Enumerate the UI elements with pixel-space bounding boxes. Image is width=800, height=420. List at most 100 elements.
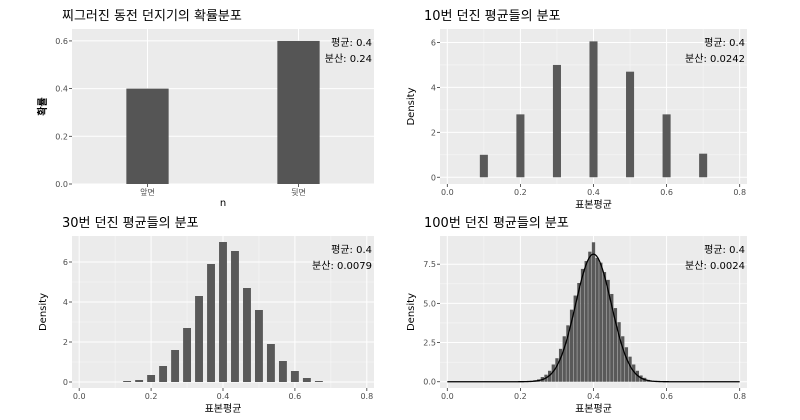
x-tick-label: 0.8 [733,188,746,197]
histogram-bar [591,242,596,382]
chart-title: 100번 던진 평균들의 분포 [424,216,569,231]
histogram-bar [584,261,588,382]
x-tick-label: 0.2 [145,392,158,401]
y-tick-label: 0.0 [423,378,436,387]
y-tick-label: 4 [431,83,436,92]
x-tick-label: 0.8 [360,392,373,401]
chart-panel-3: 30번 던진 평균들의 분포 0.0 0.2 0.4 0.6 0.8 0 2 4 6 평균: 0.4… [38,216,374,415]
histogram-bar [566,325,570,382]
chart-panel-4: 100번 던진 평균들의 분포 0.0 0.2 0.4 0.6 0.8 0.0 2.5 5.0 7… [406,216,747,415]
x-tick-label: 0.2 [514,188,527,197]
histogram-bar [621,336,625,382]
y-tick-label: 7.5 [423,260,436,269]
histogram-bar [558,348,563,382]
chart-title: 10번 던진 평균들의 분포 [424,9,561,24]
bar [277,40,320,184]
histogram-bar [569,309,574,382]
chart-panel-1: 찌그러진 동전 던지기의 확률분포 0.0 0.2 0.4 0.6 앞면 뒷면 평균: 0.4… [36,9,374,209]
histogram-bar [266,344,275,382]
histogram-bar [602,272,607,382]
stat-annotation-mean: 평균: 0.4 [704,244,745,256]
histogram-bar [552,64,561,178]
histogram-bar [699,153,708,178]
stat-annotation-variance: 분산: 0.0079 [312,260,372,272]
y-tick-label: 0 [431,173,436,182]
bar [126,88,169,184]
histogram-bar [626,71,635,178]
y-tick-label: 6 [431,38,436,47]
x-tick-label: 앞면 [140,187,155,197]
x-tick-label: 0.4 [217,392,230,401]
histogram-bar [183,328,192,382]
histogram-bar [624,347,629,382]
chart-panel-2: 10번 던진 평균들의 분포 0.0 0.2 0.4 0.6 0.8 0 2 4 6 평균: 0.4… [406,9,747,211]
y-tick-label: 2 [63,338,68,347]
x-tick-label: 0.0 [441,188,454,197]
chart-title: 30번 던진 평균들의 분포 [62,216,199,231]
y-tick-label: 2.5 [423,339,436,348]
histogram-bar [573,295,577,382]
histogram-bar [628,356,632,382]
histogram-bar [635,370,640,382]
x-axis-title: 표본평균 [205,403,242,415]
x-tick-label: 0.4 [587,188,600,197]
x-tick-label: 0.2 [514,392,527,401]
histogram-bar [219,242,227,382]
histogram-bar [254,310,263,382]
histogram-bar [159,366,168,382]
plot-background [72,29,374,184]
chart-title: 찌그러진 동전 던지기의 확률분포 [62,9,242,24]
histogram-bar [595,257,599,382]
y-tick-label: 0.0 [55,180,68,189]
y-tick-label: 0.6 [55,37,68,46]
y-tick-label: 0.4 [55,85,68,94]
histogram-bar [632,364,636,382]
x-axis-title: n [220,198,226,209]
histogram-bar [606,279,610,382]
histogram-bar [278,361,287,382]
x-tick-label: 0.0 [73,392,86,401]
histogram-bar [662,114,671,178]
y-axis-title: Density [406,87,417,125]
x-axis-title: 표본평균 [575,403,612,415]
histogram-bar [599,262,603,382]
x-tick-label: 0.6 [289,392,302,401]
stat-annotation-variance: 분산: 0.0024 [685,260,745,272]
histogram-bar [562,336,566,382]
y-tick-label: 2 [431,128,436,137]
y-tick-label: 5.0 [423,299,436,308]
histogram-bar [479,154,488,178]
density-curve [447,253,740,383]
histogram-bar [135,380,144,382]
stat-annotation-variance: 분산: 0.0242 [685,53,745,65]
histogram-bar [588,251,592,382]
histogram-bar [516,114,525,178]
x-tick-label: 0.8 [733,392,746,401]
histogram-bar [580,268,585,382]
histogram-bar [551,364,555,382]
histogram-bar [617,322,621,382]
histogram-bar [577,283,581,382]
x-axis-title: 표본평균 [575,199,612,211]
x-tick-label: 0.4 [587,392,600,401]
y-axis-title: 확률 [36,97,49,115]
histogram-bar [147,375,156,382]
x-tick-label: 0.6 [660,188,673,197]
histogram-bar [555,358,559,382]
histogram-bar [547,370,552,382]
stat-annotation-mean: 평균: 0.4 [331,244,372,256]
histogram-bar [302,378,311,382]
x-tick-label: 뒷면 [291,187,306,197]
histogram-bar [589,41,598,178]
histogram-bar [171,350,180,382]
histogram-bar [314,381,323,382]
histogram-bar [613,308,618,382]
histogram-bar [195,296,203,382]
y-tick-label: 0.2 [55,132,68,141]
stat-annotation-variance: 분산: 0.24 [325,53,372,65]
histogram-bar [231,251,239,382]
histogram-bar [290,371,299,382]
y-tick-label: 6 [63,258,68,267]
x-tick-label: 0.0 [441,392,454,401]
